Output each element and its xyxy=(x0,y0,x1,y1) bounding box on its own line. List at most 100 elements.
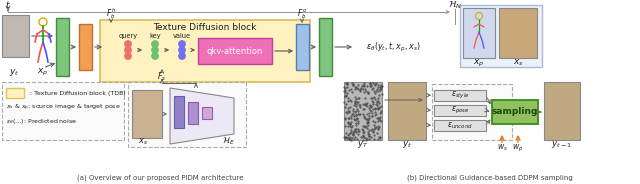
Point xyxy=(364,111,374,114)
Point xyxy=(369,138,379,141)
Point xyxy=(364,135,374,138)
Point xyxy=(371,125,381,128)
Point xyxy=(339,101,349,104)
Point xyxy=(359,108,369,111)
Point xyxy=(346,131,356,134)
Point xyxy=(365,128,376,131)
Point xyxy=(348,109,358,112)
Point xyxy=(358,83,369,86)
FancyBboxPatch shape xyxy=(463,8,495,58)
Circle shape xyxy=(152,41,158,47)
Point xyxy=(367,99,377,102)
Point xyxy=(364,81,374,84)
Point xyxy=(376,87,387,90)
Point xyxy=(346,82,356,84)
Point xyxy=(360,125,371,128)
Point xyxy=(343,124,353,127)
Point xyxy=(362,101,372,104)
Point xyxy=(373,128,383,131)
Point xyxy=(343,121,353,124)
Text: sampling: sampling xyxy=(492,107,538,116)
Point xyxy=(372,107,383,110)
FancyBboxPatch shape xyxy=(460,5,542,67)
Point xyxy=(363,117,373,120)
FancyBboxPatch shape xyxy=(2,15,29,57)
Point xyxy=(345,137,355,140)
Point xyxy=(362,118,372,121)
Point xyxy=(375,87,385,90)
Point xyxy=(350,102,360,105)
Point xyxy=(362,105,372,108)
Point xyxy=(373,116,383,119)
Point xyxy=(343,109,353,112)
Point xyxy=(358,87,369,90)
Point xyxy=(348,138,358,141)
Text: $F^o_b$: $F^o_b$ xyxy=(297,7,307,21)
Point xyxy=(363,91,373,94)
Point xyxy=(344,122,355,125)
Point xyxy=(369,114,380,117)
Point xyxy=(342,136,353,139)
Point xyxy=(351,130,361,133)
Point xyxy=(374,85,385,88)
Point xyxy=(351,117,362,120)
Point xyxy=(346,117,356,120)
Point xyxy=(376,85,387,88)
Point xyxy=(370,120,380,123)
Point xyxy=(353,129,363,132)
Point xyxy=(358,81,369,84)
Point xyxy=(343,97,353,100)
Point xyxy=(365,109,376,112)
Point xyxy=(362,121,372,124)
Point xyxy=(358,108,368,111)
Point xyxy=(356,136,367,139)
Text: $w_p$: $w_p$ xyxy=(512,142,524,154)
Point xyxy=(367,115,377,118)
Point xyxy=(366,105,376,107)
Text: $\epsilon_{uncond}$: $\epsilon_{uncond}$ xyxy=(447,120,473,131)
Point xyxy=(374,136,385,139)
FancyBboxPatch shape xyxy=(100,20,310,82)
Point xyxy=(351,117,361,120)
Point xyxy=(348,132,358,135)
Point xyxy=(367,128,378,130)
Text: : Texture Diffusion block (TDB): : Texture Diffusion block (TDB) xyxy=(30,91,125,95)
Point xyxy=(374,119,385,122)
Point xyxy=(372,87,382,90)
Point xyxy=(364,128,374,131)
Point xyxy=(364,107,374,110)
Text: $y_T$: $y_T$ xyxy=(357,139,369,151)
FancyBboxPatch shape xyxy=(344,82,382,140)
Point xyxy=(346,125,356,128)
Point xyxy=(342,82,353,85)
Point xyxy=(344,109,354,112)
Point xyxy=(360,103,371,106)
Point xyxy=(340,91,351,93)
Point xyxy=(371,82,381,85)
Point xyxy=(376,83,386,86)
Point xyxy=(353,97,363,100)
Point xyxy=(341,81,351,84)
Point xyxy=(359,91,369,93)
Point xyxy=(351,104,361,107)
Point xyxy=(341,102,351,105)
Point xyxy=(346,129,356,132)
Point xyxy=(340,106,350,109)
Point xyxy=(345,123,355,126)
Point xyxy=(342,137,353,140)
Point xyxy=(373,106,383,109)
Point xyxy=(368,86,378,89)
Point xyxy=(365,85,376,88)
Point xyxy=(374,118,384,121)
FancyBboxPatch shape xyxy=(56,18,69,76)
Point xyxy=(346,138,356,141)
Point xyxy=(358,133,368,136)
Point xyxy=(357,127,367,130)
FancyBboxPatch shape xyxy=(544,82,580,140)
Point xyxy=(353,84,364,86)
Point xyxy=(365,82,376,85)
Point xyxy=(351,102,362,105)
Point xyxy=(360,104,371,107)
Text: $x_p$: $x_p$ xyxy=(474,57,484,69)
Point xyxy=(348,132,358,135)
